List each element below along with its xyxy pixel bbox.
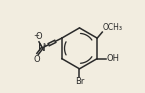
Text: +: +: [42, 43, 47, 48]
Text: O: O: [34, 55, 40, 64]
Text: OCH₃: OCH₃: [103, 23, 123, 32]
Text: OH: OH: [106, 54, 119, 63]
Text: −: −: [33, 33, 39, 39]
Text: O: O: [35, 32, 42, 41]
Text: N: N: [38, 43, 46, 53]
Text: Br: Br: [75, 77, 84, 86]
